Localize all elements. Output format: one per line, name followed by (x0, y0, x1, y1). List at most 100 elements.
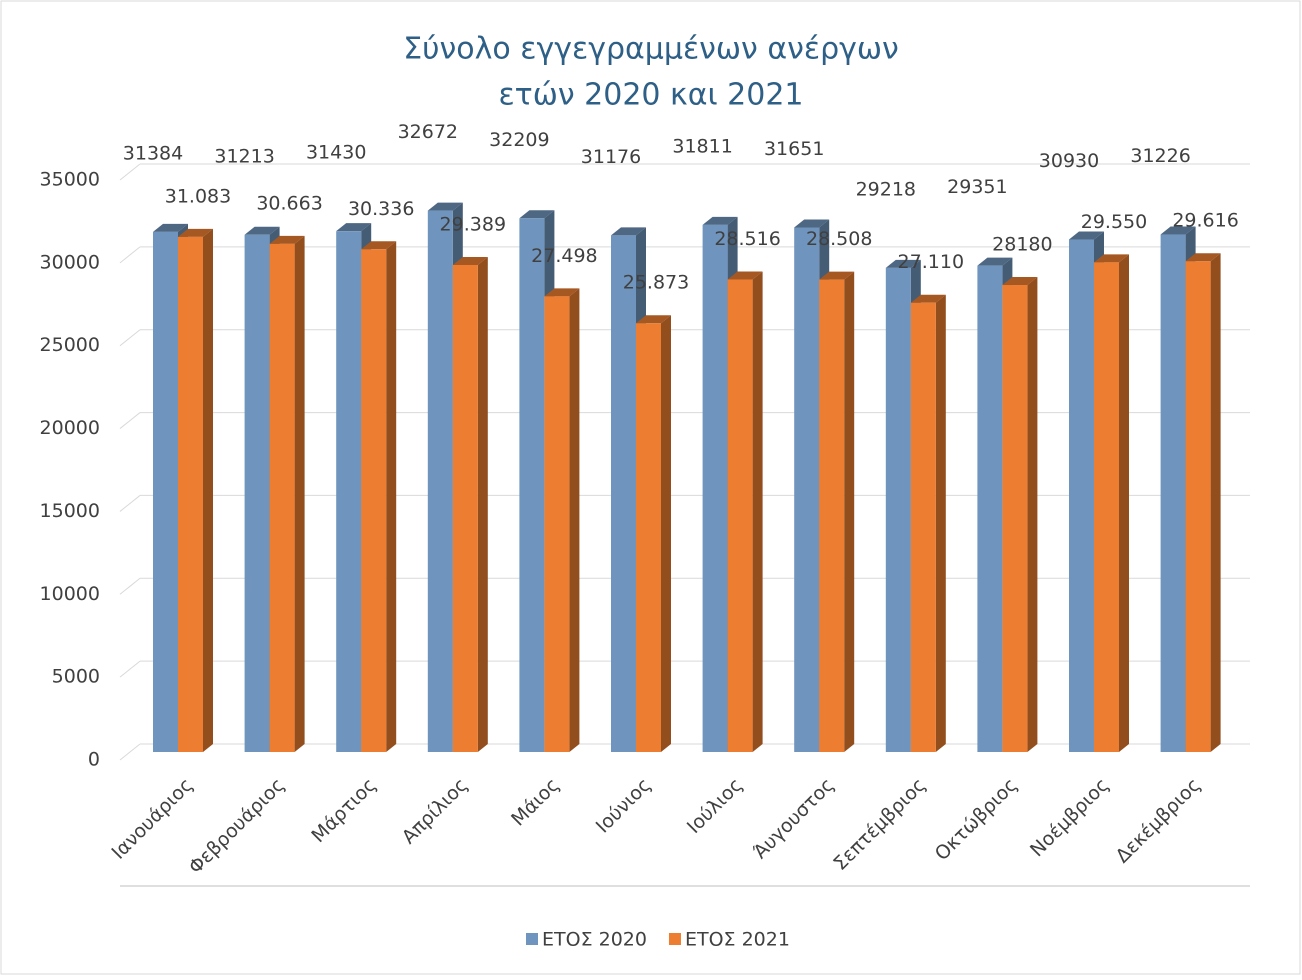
bar-side (1027, 277, 1038, 752)
bar-top (336, 223, 372, 232)
bar-side (752, 271, 763, 752)
legend-swatch (668, 933, 681, 945)
bar-top (361, 241, 397, 250)
bar (1094, 262, 1119, 752)
bar-top (819, 271, 855, 280)
data-label: 31811 (672, 135, 732, 157)
bar-top (1185, 253, 1221, 262)
data-label: 30.663 (256, 192, 322, 214)
data-label: 28.516 (714, 228, 780, 250)
bar (427, 210, 453, 752)
bar-top (910, 294, 946, 303)
bar (611, 235, 636, 752)
bar-side (477, 256, 488, 752)
bar (636, 323, 661, 752)
bar-top (544, 288, 580, 297)
legend-label: ΕΤΟΣ 2020 (542, 929, 647, 951)
data-label: 31430 (306, 142, 366, 164)
grid-line (119, 495, 141, 512)
data-label: 32672 (398, 121, 458, 143)
data-label: 31384 (123, 142, 183, 164)
bar-top (794, 219, 830, 228)
data-label: 28180 (992, 234, 1052, 256)
data-label: 29.550 (1081, 211, 1147, 233)
grid-line (119, 660, 141, 678)
data-label: 29.389 (440, 213, 506, 235)
data-label: 31213 (214, 145, 274, 167)
data-label: 31226 (1130, 145, 1190, 167)
bar (244, 234, 270, 753)
bar-top (153, 223, 188, 232)
bar-top (452, 256, 488, 265)
data-label: 25.873 (623, 272, 689, 294)
chart-title: ετών 2020 και 2021 (498, 78, 803, 113)
y-tick-label: 15000 (40, 500, 100, 522)
bar-side (1210, 253, 1221, 752)
grid-line (119, 163, 141, 181)
bar-top (727, 271, 763, 280)
bar-side (386, 241, 397, 753)
bar-side (844, 271, 855, 752)
bar (178, 236, 203, 752)
bar-top (244, 226, 280, 235)
bar (1002, 285, 1028, 752)
data-label: 29218 (856, 178, 916, 200)
bar-top (702, 216, 738, 225)
grid-line (119, 743, 141, 761)
bar (544, 296, 570, 752)
data-label: 31.083 (165, 185, 231, 207)
bar (727, 279, 753, 752)
bar (519, 218, 545, 752)
grid-line (119, 577, 141, 595)
bar-top (519, 210, 555, 219)
bar (1185, 261, 1211, 752)
bar (794, 227, 820, 753)
bar-top (178, 228, 213, 237)
data-label: 27.498 (531, 245, 597, 267)
bar (269, 243, 295, 752)
data-label: 27.110 (898, 251, 964, 273)
y-tick-label: 0 (88, 749, 100, 771)
data-label: 29.616 (1172, 210, 1238, 232)
bar-side (661, 315, 671, 752)
y-tick-label: 35000 (40, 169, 100, 191)
chart-title: Σύνολο εγγεγραμμένων ανέργων (403, 32, 899, 67)
legend-label: ΕΤΟΣ 2021 (685, 929, 790, 951)
bar-side (294, 235, 305, 752)
bar (702, 224, 728, 752)
bar (977, 265, 1003, 752)
bar-top (1002, 277, 1038, 286)
bar (452, 264, 478, 752)
bar-side (935, 294, 946, 752)
bar-top (636, 315, 671, 324)
bar (361, 249, 387, 753)
bar (1160, 234, 1186, 752)
data-label: 30.336 (348, 198, 414, 220)
legend-swatch (526, 933, 538, 945)
y-tick-label: 10000 (40, 583, 100, 605)
bar-top (1069, 231, 1104, 240)
grid-line (119, 412, 141, 429)
data-label: 30930 (1039, 150, 1099, 172)
bar (910, 302, 936, 752)
bar-top (269, 235, 305, 244)
y-tick-label: 25000 (40, 334, 100, 356)
y-tick-label: 30000 (40, 251, 100, 273)
bar-side (569, 288, 580, 752)
bar-side (1119, 254, 1129, 753)
bar-side (203, 228, 213, 752)
bar (153, 231, 178, 752)
bar-top (611, 227, 646, 236)
data-label: 31176 (581, 146, 641, 168)
grid-line (119, 329, 141, 347)
bar-top (1094, 254, 1129, 263)
y-tick-label: 20000 (40, 417, 100, 439)
bar-top (977, 257, 1013, 266)
bar (819, 279, 845, 752)
bar-top (1160, 226, 1196, 235)
data-label: 32209 (489, 129, 549, 151)
data-label: 28.508 (806, 228, 872, 250)
bar (1069, 239, 1094, 753)
y-tick-label: 5000 (52, 666, 100, 688)
